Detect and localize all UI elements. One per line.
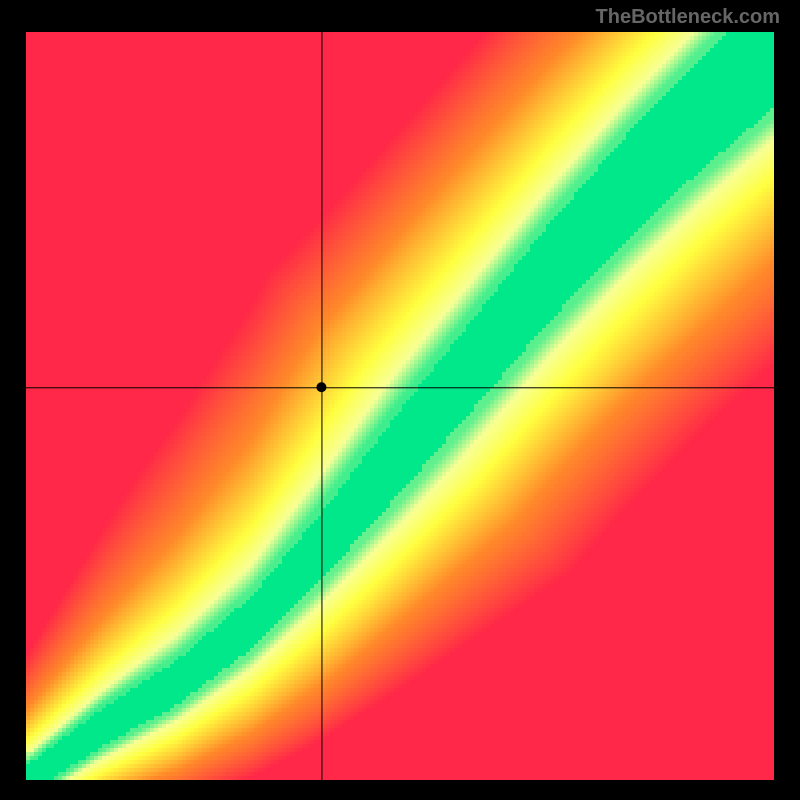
watermark-text: TheBottleneck.com — [596, 6, 780, 29]
chart-container: TheBottleneck.com — [0, 0, 800, 800]
bottleneck-heatmap — [26, 32, 774, 780]
plot-area — [26, 32, 774, 780]
